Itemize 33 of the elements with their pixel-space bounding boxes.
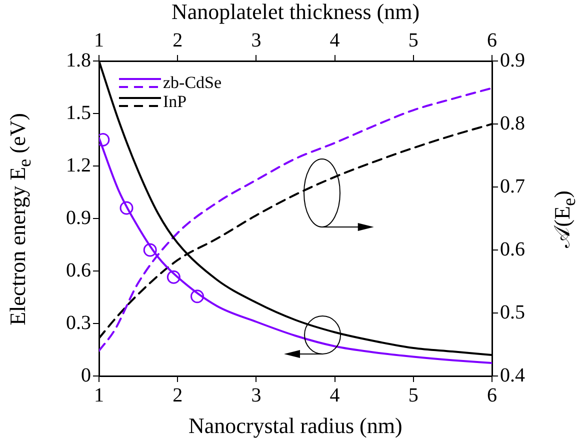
y-tick-label: 1.8	[66, 49, 91, 72]
x-tick-label: 3	[251, 384, 262, 406]
y-tick-label: 1.5	[66, 102, 91, 124]
x2-tick-label: 1	[94, 29, 104, 52]
y2-tick-label: 0.9	[500, 49, 525, 72]
x-axis-title: Nanocrystal radius (nm)	[188, 413, 402, 439]
x-tick-label: 2	[172, 384, 183, 406]
point	[120, 201, 134, 215]
y-tick-label: 1.2	[66, 154, 91, 176]
y2-tick-label: 0.5	[500, 301, 525, 324]
y-tick-label: 0.3	[66, 312, 91, 334]
x2-tick-label: 2	[172, 29, 183, 52]
legend-label: InP	[163, 92, 187, 111]
y-tick-label: 0.6	[66, 259, 91, 282]
y-tick-label: 0.9	[66, 206, 91, 229]
x-tick-label: 5	[408, 384, 418, 406]
x2-tick-label: 4	[330, 29, 340, 52]
y-tick-label: 0	[81, 364, 91, 386]
point	[166, 270, 180, 284]
x2-tick-label: 3	[251, 29, 262, 52]
y2-tick-label: 0.6	[500, 238, 525, 260]
y2-tick-label: 0.8	[500, 112, 525, 134]
x-tick-label: 6	[487, 384, 497, 406]
x2-tick-label: 5	[408, 29, 418, 52]
point	[143, 243, 157, 257]
x2-tick-label: 6	[487, 29, 497, 52]
x2-axis-title: Nanoplatelet thickness (nm)	[172, 0, 420, 25]
y2-tick-label: 0.7	[500, 175, 525, 198]
legend-label: zb-CdSe	[163, 73, 222, 92]
point	[190, 290, 204, 304]
x-tick-label: 4	[330, 384, 340, 406]
y2-tick-label: 0.4	[500, 364, 525, 386]
x-tick-label: 1	[94, 384, 104, 406]
